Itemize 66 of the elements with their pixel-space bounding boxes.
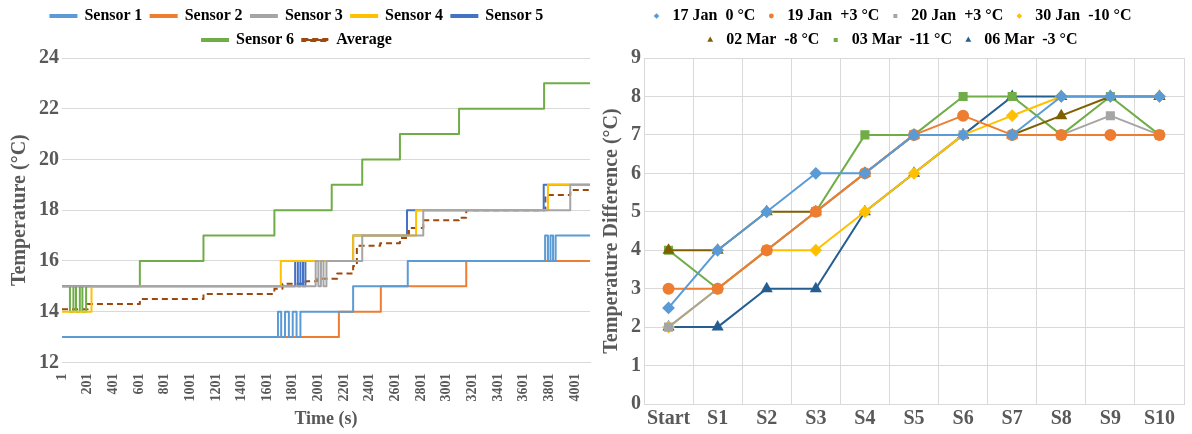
legend-label: 30 Jan -10 °C [1035, 6, 1132, 24]
x-tick-label: 601 [130, 373, 146, 395]
legend-label: Sensor 3 [284, 6, 343, 24]
x-axis-title: Time (s) [294, 407, 358, 429]
legend-label: Average [336, 30, 392, 49]
legend-label: 03 Mar -11 °C [851, 30, 953, 48]
x-tick-label: 1 [53, 373, 69, 381]
x-tick-label: 3001 [438, 373, 454, 402]
y-tick-label: 5 [631, 198, 641, 221]
x-tick-label: S4 [854, 406, 876, 429]
x-tick-label: 1001 [181, 373, 197, 402]
x-tick-label: 1801 [284, 373, 300, 402]
x-tick-label: 2201 [335, 373, 351, 402]
x-tick-label: 2401 [361, 373, 377, 402]
x-tick-label: 1601 [258, 373, 274, 402]
x-tick-label: 801 [156, 373, 172, 395]
y-tick-label: 12 [39, 349, 59, 372]
x-tick-label: S3 [805, 406, 827, 429]
legend-label: 02 Mar -8 °C [726, 30, 820, 48]
y-tick-label: 3 [631, 275, 641, 298]
x-tick-label: S9 [1099, 406, 1121, 429]
y-tick-label: 24 [39, 45, 59, 68]
legend-label: 06 Mar -3 °C [984, 30, 1078, 48]
x-tick-label: 2001 [310, 373, 326, 402]
y-axis-title: Temperature (°C) [7, 134, 31, 287]
x-tick-label: Start [646, 406, 691, 429]
x-tick-label: 3401 [489, 373, 505, 402]
legend-label: 17 Jan 0 °C [672, 6, 756, 24]
x-tick-label: 1201 [207, 373, 223, 402]
x-tick-label: S6 [952, 406, 974, 429]
x-tick-label: 2601 [387, 373, 403, 402]
x-tick-label: 4001 [566, 373, 582, 402]
x-tick-label: S1 [707, 406, 729, 429]
legend-label: 20 Jan +3 °C [911, 6, 1004, 24]
y-tick-label: 4 [631, 237, 641, 260]
y-axis-title: Temperature Difference (°C) [599, 108, 623, 354]
legend-label: Sensor 1 [84, 6, 143, 24]
y-tick-label: 8 [631, 83, 641, 106]
x-tick-label: S7 [1001, 406, 1023, 429]
x-tick-label: 3601 [515, 373, 531, 402]
y-tick-label: 22 [39, 95, 59, 118]
y-tick-label: 18 [39, 197, 59, 220]
x-tick-label: S8 [1050, 406, 1072, 429]
legend-label: 19 Jan +3 °C [787, 6, 880, 24]
x-tick-label: 2801 [412, 373, 428, 402]
y-tick-label: 14 [39, 298, 59, 321]
legend-label: Sensor 4 [385, 6, 444, 24]
x-tick-label: 401 [104, 373, 120, 395]
x-tick-label: 3801 [540, 373, 556, 402]
y-tick-label: 9 [631, 45, 641, 68]
x-tick-label: 201 [79, 373, 95, 395]
legend-label: Sensor 6 [236, 30, 294, 48]
legend-label: Sensor 2 [184, 6, 243, 24]
x-tick-label: 3201 [464, 373, 480, 402]
x-tick-label: S10 [1143, 406, 1176, 429]
y-tick-label: 6 [631, 160, 641, 183]
y-tick-label: 1 [631, 352, 641, 375]
y-tick-label: 2 [631, 314, 641, 337]
y-tick-label: 20 [39, 146, 59, 169]
y-tick-label: 16 [39, 248, 59, 271]
x-tick-label: S5 [903, 406, 925, 429]
x-tick-label: 1401 [233, 373, 249, 402]
y-tick-label: 7 [631, 122, 641, 145]
legend-label: Sensor 5 [485, 6, 544, 24]
x-tick-label: S2 [756, 406, 778, 429]
y-tick-label: 0 [631, 391, 641, 414]
